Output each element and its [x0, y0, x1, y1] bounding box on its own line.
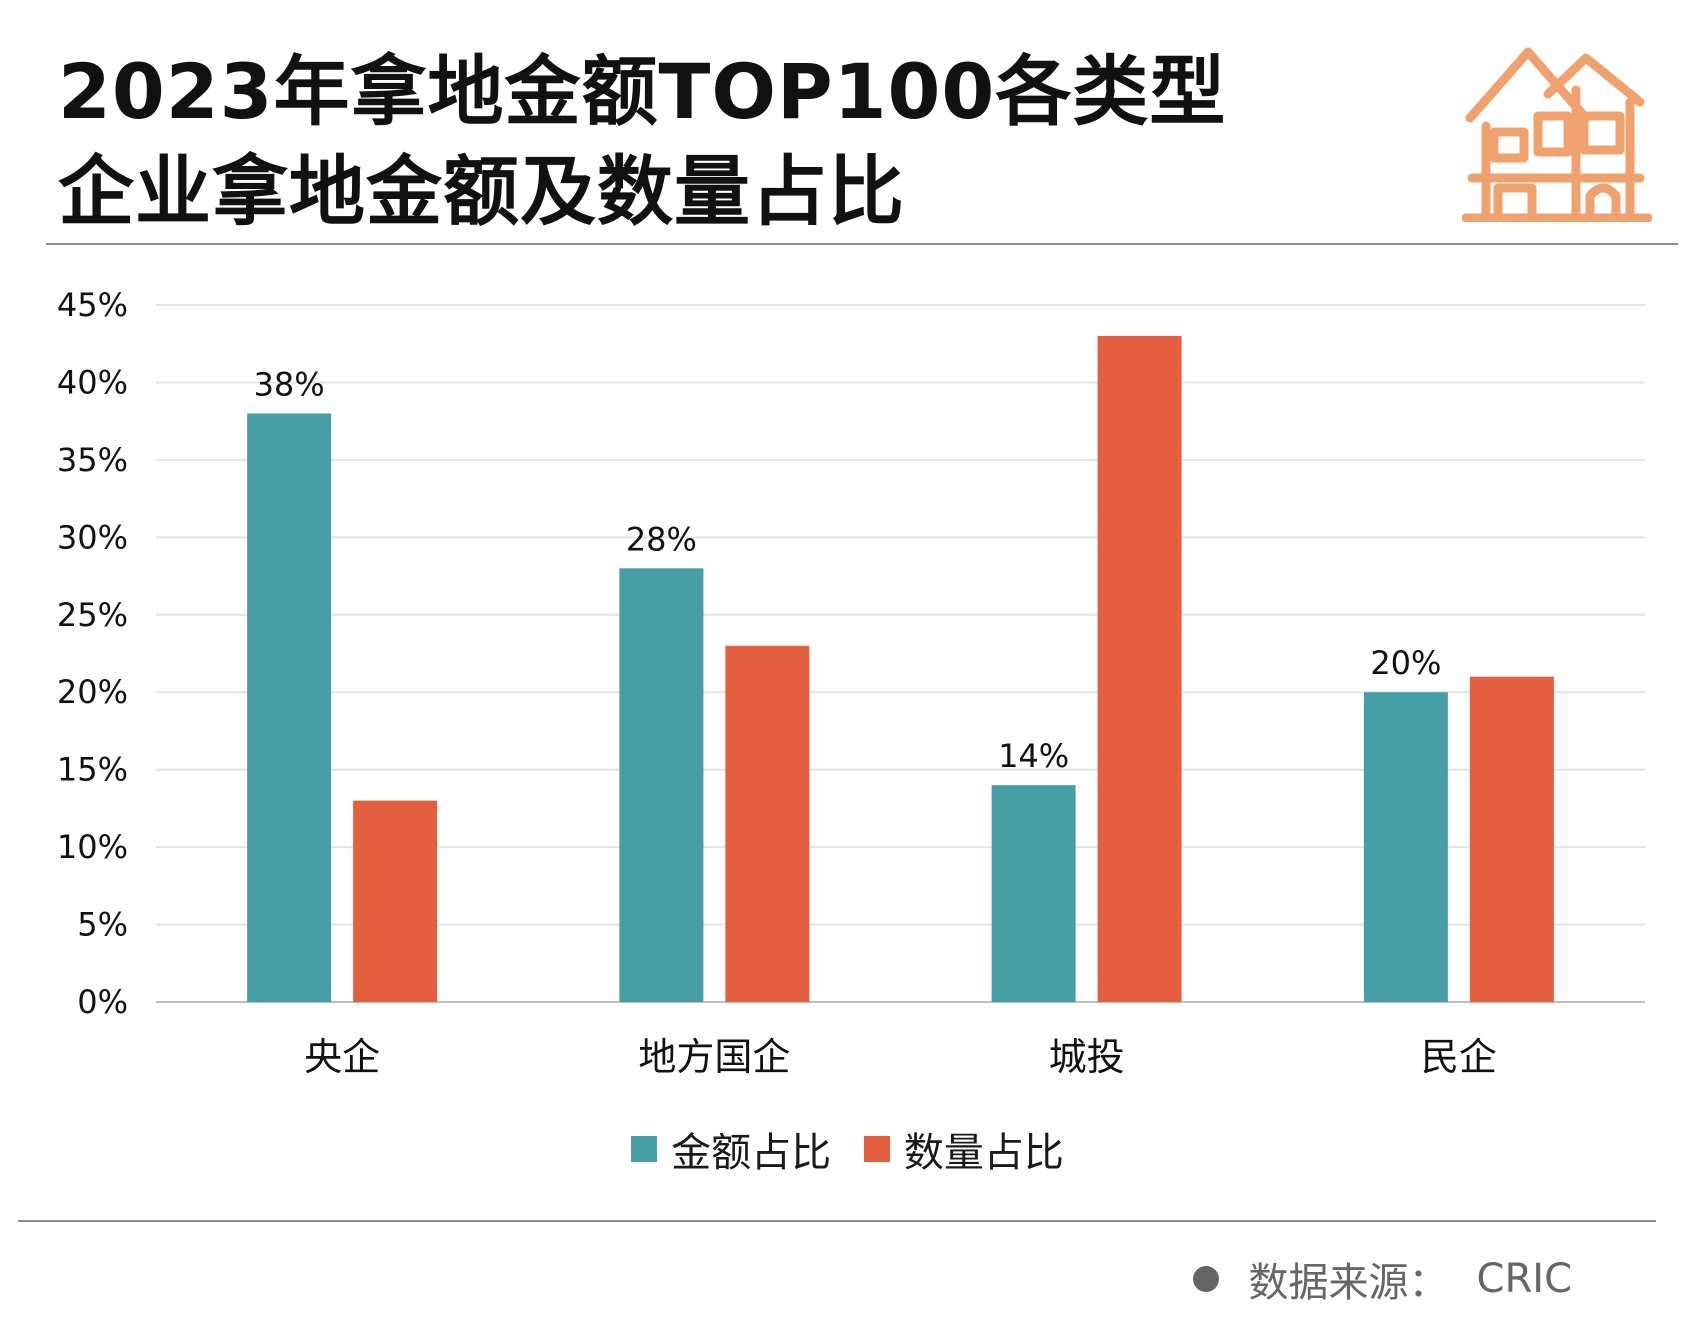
house-icon [1462, 47, 1652, 222]
y-tick-label: 35% [57, 441, 128, 479]
x-category-label: 城投 [1049, 1035, 1125, 1079]
bar-chart: 0% 5% 10% 15% 20% 25% 30% 35% 40% 45% 38% 央企 28% 地方国企… [57, 286, 1645, 1079]
bar-amount [247, 413, 332, 1002]
data-label: 28% [626, 520, 697, 558]
bar-amount [1363, 692, 1448, 1002]
bar-count [1469, 676, 1554, 1002]
chart-title: 2023年拿地金额TOP100各类型 企业拿地金额及数量占比 [58, 42, 1226, 242]
x-category-label: 央企 [304, 1035, 380, 1079]
source-label: 数据来源： [1248, 1260, 1449, 1306]
title-line-2: 企业拿地金额及数量占比 [58, 147, 905, 236]
bar-amount [991, 785, 1076, 1002]
y-tick-label: 45% [57, 286, 128, 324]
y-tick-label: 25% [57, 596, 128, 634]
y-tick-label: 10% [57, 828, 128, 866]
data-label: 14% [998, 737, 1069, 775]
legend-label-count: 数量占比 [903, 1130, 1064, 1176]
x-category-label: 地方国企 [638, 1035, 790, 1079]
bar-count [725, 645, 810, 1002]
data-label: 38% [254, 365, 325, 403]
legend-label-amount: 金额占比 [671, 1130, 832, 1176]
legend: 金额占比 数量占比 [0, 1120, 1695, 1178]
bar-amount [619, 568, 704, 1002]
y-tick-label: 15% [57, 751, 128, 789]
x-category-label: 民企 [1421, 1035, 1497, 1079]
footer-divider [18, 1220, 1656, 1222]
y-tick-label: 20% [57, 673, 128, 711]
y-tick-label: 30% [57, 518, 128, 556]
data-label: 20% [1370, 644, 1441, 682]
header-divider [46, 243, 1678, 245]
bar-count [353, 800, 438, 1002]
bar-count [1097, 335, 1182, 1002]
legend-swatch-amount [631, 1136, 658, 1162]
legend-item-amount: 金额占比 [631, 1120, 831, 1178]
legend-swatch-count [863, 1136, 890, 1162]
legend-item-count: 数量占比 [863, 1120, 1064, 1178]
bullet-dot-icon [1192, 1266, 1219, 1292]
y-tick-label: 5% [77, 906, 128, 944]
y-tick-label: 40% [57, 363, 128, 401]
data-source: 数据来源： CRIC [1192, 1250, 1572, 1308]
y-tick-label: 0% [77, 983, 128, 1021]
title-line-1: 2023年拿地金额TOP100各类型 [58, 47, 1227, 136]
source-value: CRIC [1476, 1256, 1572, 1302]
